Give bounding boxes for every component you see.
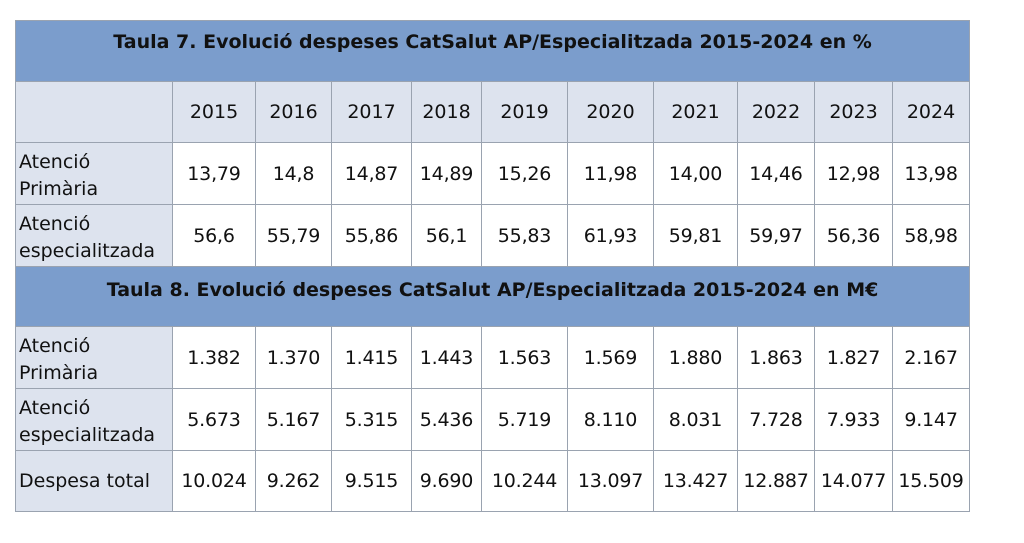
value-cell: 15,26	[481, 142, 568, 205]
value-cell: 2.167	[891, 326, 971, 389]
value-cell: 1.827	[814, 326, 893, 389]
value-cell: 12.887	[737, 450, 815, 512]
year-header-cell: 2021	[653, 81, 738, 143]
row-label-text: Atenció especialitzada	[19, 213, 156, 262]
value-cell: 14,46	[737, 142, 815, 205]
value-cell: 5.673	[172, 388, 256, 451]
value-cell: 13.427	[653, 450, 738, 512]
value-cell: 11,98	[567, 142, 654, 205]
table8-row: Atenció Primària 1.382 1.370 1.415 1.443 1.56…	[15, 326, 971, 389]
year-header-cell: 2022	[737, 81, 815, 143]
value-cell: 9.515	[331, 450, 412, 512]
value-cell: 14,8	[255, 142, 332, 205]
year-header-cell: 2016	[255, 81, 332, 143]
table8-row: Atenció especialitzada 5.673 5.167 5.315 5.4…	[15, 388, 971, 451]
year-header-cell: 2024	[891, 81, 971, 143]
value-cell: 9.262	[255, 450, 332, 512]
value-cell: 5.719	[481, 388, 568, 451]
value-cell: 1.563	[481, 326, 568, 389]
row-label-text: Atenció Primària	[19, 151, 99, 200]
row-label: Despesa total	[15, 450, 173, 512]
year-header-cell: 2015	[172, 81, 256, 143]
row-label-text: Atenció especialitzada	[19, 397, 156, 446]
year-header-cell: 2023	[814, 81, 893, 143]
value-cell: 1.569	[567, 326, 654, 389]
value-cell: 59,81	[653, 204, 738, 267]
value-cell: 5.436	[411, 388, 482, 451]
row-label: Atenció especialitzada	[15, 204, 173, 267]
row-label-text: Despesa total	[19, 469, 150, 492]
value-cell: 10.024	[172, 450, 256, 512]
value-cell: 5.315	[331, 388, 412, 451]
value-cell: 14.077	[814, 450, 893, 512]
year-header-row: 2015 2016 2017 2018 2019 2020 2021 2022 2023 2024	[15, 81, 971, 143]
table7-row: Atenció especialitzada 56,6 55,79 55,86 56,1…	[15, 204, 971, 267]
value-cell: 9.147	[891, 388, 971, 451]
row-label: Atenció especialitzada	[15, 388, 173, 451]
year-header-cell: 2017	[331, 81, 412, 143]
value-cell: 14,89	[411, 142, 482, 205]
value-cell: 1.443	[411, 326, 482, 389]
row-label-text: Atenció Primària	[19, 335, 99, 384]
value-cell: 1.370	[255, 326, 332, 389]
year-header-cell: 2020	[567, 81, 654, 143]
value-cell: 1.880	[653, 326, 738, 389]
row-label: Atenció Primària	[15, 142, 173, 205]
value-cell: 56,1	[411, 204, 482, 267]
year-header-cell: 2018	[411, 81, 482, 143]
year-header-cell: 2019	[481, 81, 568, 143]
value-cell: 58,98	[891, 204, 971, 267]
value-cell: 59,97	[737, 204, 815, 267]
value-cell: 56,6	[172, 204, 256, 267]
table8-title: Taula 8. Evolució despeses CatSalut AP/E…	[14, 266, 971, 327]
value-cell: 1.863	[737, 326, 815, 389]
value-cell: 10.244	[481, 450, 568, 512]
value-cell: 55,79	[255, 204, 332, 267]
value-cell: 7.728	[737, 388, 815, 451]
corner-cell	[15, 81, 173, 143]
value-cell: 55,86	[331, 204, 412, 267]
value-cell: 7.933	[814, 388, 893, 451]
value-cell: 9.690	[411, 450, 482, 512]
value-cell: 1.382	[172, 326, 256, 389]
value-cell: 15.509	[891, 450, 971, 512]
catsalut-expenses-table: Taula 7. Evolució despeses CatSalut AP/E…	[14, 20, 971, 512]
table8-title-row: Taula 8. Evolució despeses CatSalut AP/E…	[14, 266, 971, 327]
value-cell: 12,98	[814, 142, 893, 205]
value-cell: 13.097	[567, 450, 654, 512]
value-cell: 8.031	[653, 388, 738, 451]
row-label: Atenció Primària	[15, 326, 173, 389]
table7-row: Atenció Primària 13,79 14,8 14,87 14,89 15,26…	[15, 142, 971, 205]
value-cell: 14,87	[331, 142, 412, 205]
value-cell: 13,98	[891, 142, 971, 205]
value-cell: 13,79	[172, 142, 256, 205]
value-cell: 5.167	[255, 388, 332, 451]
value-cell: 55,83	[481, 204, 568, 267]
value-cell: 14,00	[653, 142, 738, 205]
table8-row: Despesa total 10.024 9.262 9.515 9.690 10.244…	[15, 450, 971, 512]
value-cell: 56,36	[814, 204, 893, 267]
value-cell: 61,93	[567, 204, 654, 267]
table7-title: Taula 7. Evolució despeses CatSalut AP/E…	[14, 20, 971, 82]
table7-title-row: Taula 7. Evolució despeses CatSalut AP/E…	[14, 20, 971, 82]
value-cell: 1.415	[331, 326, 412, 389]
value-cell: 8.110	[567, 388, 654, 451]
